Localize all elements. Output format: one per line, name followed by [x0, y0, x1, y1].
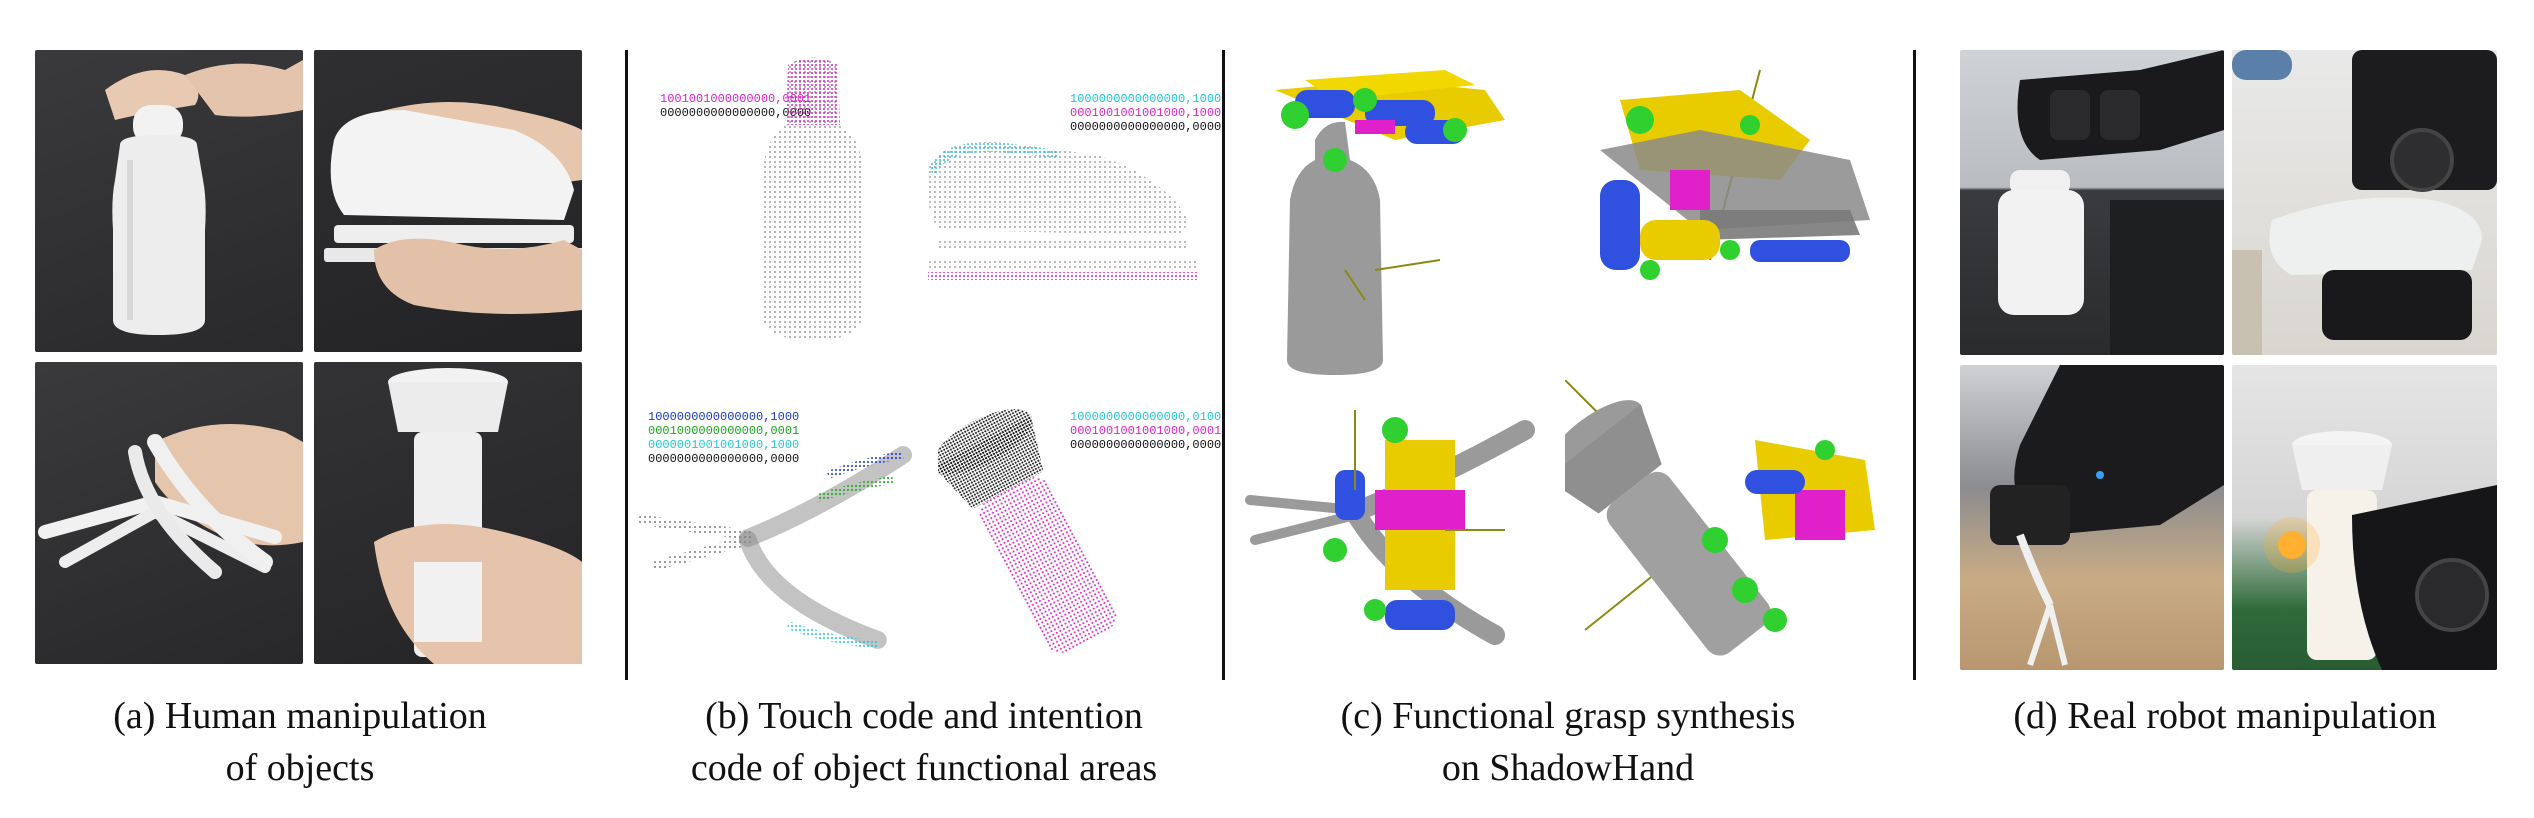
caption-d-line1: (d) Real robot manipulation [2013, 695, 2437, 737]
divider-ab [625, 50, 628, 680]
divider-cd [1913, 50, 1916, 680]
code-flashlight-line1: 1000000000000000,0100 [1070, 410, 1222, 424]
code-stapler-line1: 1000000000000000,1000 [1070, 92, 1222, 106]
caption-a: (a) Human manipulation of objects [0, 690, 600, 794]
code-pliers-line2: 0001000000000000,0001 [648, 424, 800, 438]
pointcloud-pliers [638, 446, 912, 649]
panel-c: (c) Functional grasp synthesis on Shadow… [1225, 0, 1911, 818]
caption-d: (d) Real robot manipulation [1916, 690, 2534, 742]
code-pliers-line3: 0000001001001000,1000 [648, 438, 800, 452]
pointcloud-bottle [763, 57, 863, 340]
caption-c: (c) Functional grasp synthesis on Shadow… [1225, 690, 1911, 794]
code-pliers-line4: 0000000000000000,0000 [648, 452, 800, 466]
photo-hand-flashlight [314, 362, 582, 664]
grasp-flashlight [1565, 380, 1875, 656]
photo-robot-pliers [1960, 365, 2224, 670]
grasp-bottle [1275, 70, 1505, 376]
caption-a-line1: (a) Human manipulation [113, 695, 487, 737]
pointcloud-stapler [926, 141, 1198, 280]
code-pliers: 1000000000000000,1000 0001000000000000,0… [648, 410, 799, 466]
code-flashlight: 1000000000000000,0100 0001001001001000,0… [1070, 410, 1221, 452]
caption-b-line1: (b) Touch code and intention [705, 695, 1143, 737]
code-flashlight-line2: 0001001001001000,0001 [1070, 424, 1222, 438]
grasp-pliers [1245, 410, 1535, 645]
photo-hand-bottle [35, 50, 303, 352]
photo-robot-flashlight [2232, 365, 2497, 670]
code-flashlight-line3: 0000000000000000,0000 [1070, 438, 1222, 452]
photo-robot-stapler [2232, 50, 2497, 355]
code-pliers-line1: 1000000000000000,1000 [648, 410, 800, 424]
pointcloud-flashlight [938, 409, 1117, 653]
photo-robot-bottle [1960, 50, 2224, 355]
caption-b: (b) Touch code and intention code of obj… [628, 690, 1220, 794]
code-bottle-line2: 0000000000000000,0000 [660, 106, 812, 120]
divider-bc [1222, 50, 1225, 680]
code-stapler: 1000000000000000,1000 0001001001001000,1… [1070, 92, 1221, 134]
code-bottle: 1001001000000000,0001 0000000000000000,0… [660, 92, 811, 120]
code-bottle-line1: 1001001000000000,0001 [660, 92, 812, 106]
photo-hand-pliers [35, 362, 303, 664]
grasp-stapler [1600, 69, 1870, 280]
caption-c-line1: (c) Functional grasp synthesis [1340, 695, 1796, 737]
panel-a: (a) Human manipulation of objects [0, 0, 600, 818]
panel-d: (d) Real robot manipulation [1916, 0, 2534, 818]
caption-c-line2: on ShadowHand [1441, 747, 1695, 789]
code-stapler-line3: 0000000000000000,0000 [1070, 120, 1222, 134]
panel-b: 1001001000000000,0001 0000000000000000,0… [628, 0, 1221, 818]
caption-b-line2: code of object functional areas [690, 747, 1158, 789]
photo-hand-stapler [314, 50, 582, 352]
caption-a-line2: of objects [225, 747, 375, 789]
code-stapler-line2: 0001001001001000,1000 [1070, 106, 1222, 120]
